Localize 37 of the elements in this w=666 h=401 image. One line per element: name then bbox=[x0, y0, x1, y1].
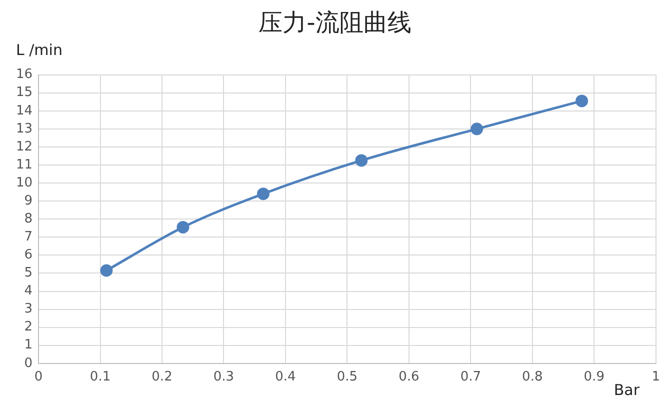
y-axis-title: L /min bbox=[16, 41, 62, 60]
y-tick-label: 1 bbox=[24, 338, 33, 353]
y-tick-label: 16 bbox=[16, 67, 33, 82]
point bbox=[257, 188, 270, 200]
x-axis-title: Bar bbox=[614, 380, 640, 399]
chart-title: 压力-流阻曲线 bbox=[258, 8, 412, 37]
x-tick-label: 0.5 bbox=[336, 370, 358, 385]
x-tick-label: 1 bbox=[652, 370, 660, 385]
x-tick-label: 0.3 bbox=[213, 370, 234, 385]
y-tick-label: 8 bbox=[24, 211, 33, 226]
y-tick-label: 10 bbox=[16, 175, 33, 190]
point bbox=[470, 122, 484, 136]
point bbox=[355, 154, 368, 167]
point bbox=[176, 220, 190, 234]
y-tick-label: 12 bbox=[16, 139, 33, 154]
y-tick-label: 4 bbox=[24, 284, 33, 299]
y-tick-label: 5 bbox=[24, 266, 33, 281]
x-tick-label: 0.2 bbox=[152, 370, 172, 385]
point bbox=[576, 94, 588, 108]
y-tick-label: 9 bbox=[24, 193, 33, 208]
x-tick-label: 0.7 bbox=[460, 370, 482, 385]
x-tick-label: 0 bbox=[34, 370, 43, 385]
y-tick-label: 14 bbox=[16, 103, 33, 118]
x-tick-label: 0.8 bbox=[522, 370, 543, 385]
y-tick-label: 13 bbox=[16, 121, 33, 136]
y-tick-label: 3 bbox=[24, 302, 33, 317]
x-tick-label: 0.4 bbox=[275, 370, 296, 385]
y-tick-label: 0 bbox=[24, 356, 33, 371]
y-tick-label: 2 bbox=[24, 320, 33, 335]
point bbox=[100, 264, 113, 277]
y-tick-label: 7 bbox=[24, 230, 33, 245]
y-tick-label: 11 bbox=[16, 157, 33, 172]
y-tick-label: 15 bbox=[16, 85, 33, 100]
x-tick-label: 0.6 bbox=[398, 370, 420, 385]
x-tick-label: 0.1 bbox=[90, 370, 111, 385]
x-tick-label: 0.9 bbox=[584, 370, 604, 385]
y-tick-label: 6 bbox=[24, 248, 33, 263]
